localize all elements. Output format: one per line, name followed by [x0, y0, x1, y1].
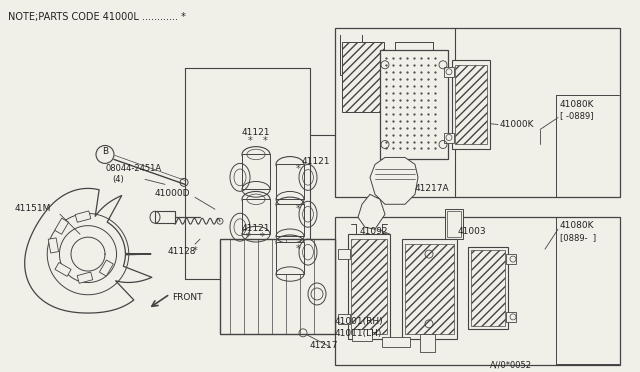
Bar [447, 211, 461, 237]
Bar [468, 247, 508, 329]
Text: *: * [246, 232, 250, 242]
Text: *: * [193, 246, 197, 256]
Text: *: * [262, 135, 268, 145]
Text: [0889-  ]: [0889- ] [560, 233, 596, 242]
Text: A//0*0052: A//0*0052 [490, 361, 532, 370]
Bar [420, 334, 435, 352]
Text: 41001(RH): 41001(RH) [335, 317, 383, 326]
Text: (4): (4) [112, 175, 124, 185]
Bar [242, 199, 270, 234]
Text: 41080K: 41080K [560, 221, 595, 230]
Text: 08044-2451A: 08044-2451A [105, 164, 161, 173]
Bar [506, 312, 516, 322]
Text: 41121: 41121 [242, 224, 270, 233]
Bar [402, 239, 457, 339]
Bar [99, 260, 113, 276]
Text: [ -0889]: [ -0889] [560, 112, 593, 121]
Bar [276, 164, 304, 199]
Bar [405, 244, 454, 334]
Bar [76, 211, 91, 222]
Text: 41121: 41121 [302, 157, 330, 166]
Bar [506, 254, 516, 264]
Polygon shape [358, 194, 385, 229]
Text: *: * [296, 204, 300, 214]
Text: 41151M: 41151M [15, 204, 51, 213]
Bar [276, 204, 304, 236]
Bar [444, 67, 454, 77]
Bar [352, 329, 372, 341]
Text: 41092: 41092 [360, 227, 388, 236]
Bar [54, 218, 68, 234]
Bar [338, 314, 350, 324]
Bar [471, 250, 505, 326]
Text: 41011(LH): 41011(LH) [335, 329, 382, 338]
Bar [455, 65, 487, 144]
Text: 41003: 41003 [458, 227, 486, 236]
Text: B: B [102, 147, 108, 157]
Text: 41080K: 41080K [560, 100, 595, 109]
Bar [380, 50, 448, 160]
Text: 41128: 41128 [168, 247, 196, 256]
Text: 41217: 41217 [310, 341, 339, 350]
Text: NOTE;PARTS CODE 41000L ............ *: NOTE;PARTS CODE 41000L ............ * [8, 12, 186, 22]
Text: 41000D: 41000D [155, 189, 191, 198]
Bar [155, 211, 175, 223]
Bar [452, 60, 490, 150]
Bar [338, 249, 350, 259]
Bar [77, 272, 93, 283]
Text: *: * [260, 232, 264, 242]
Text: FRONT: FRONT [172, 293, 202, 302]
Bar [348, 234, 390, 339]
Bar [445, 209, 463, 239]
Polygon shape [370, 157, 418, 204]
Text: 41000K: 41000K [500, 119, 534, 129]
Text: *: * [296, 244, 300, 254]
Text: *: * [296, 164, 300, 174]
Bar [444, 132, 454, 142]
Bar [342, 42, 384, 112]
Bar [276, 242, 304, 274]
Bar [242, 154, 270, 189]
Bar [351, 239, 387, 334]
Bar [220, 239, 335, 334]
Text: 41217A: 41217A [415, 185, 450, 193]
Bar [335, 217, 620, 365]
Text: *: * [248, 135, 252, 145]
Bar [55, 263, 71, 276]
Bar [382, 337, 410, 347]
Bar [335, 28, 620, 197]
Text: 41121: 41121 [242, 128, 270, 137]
Bar [48, 238, 58, 253]
